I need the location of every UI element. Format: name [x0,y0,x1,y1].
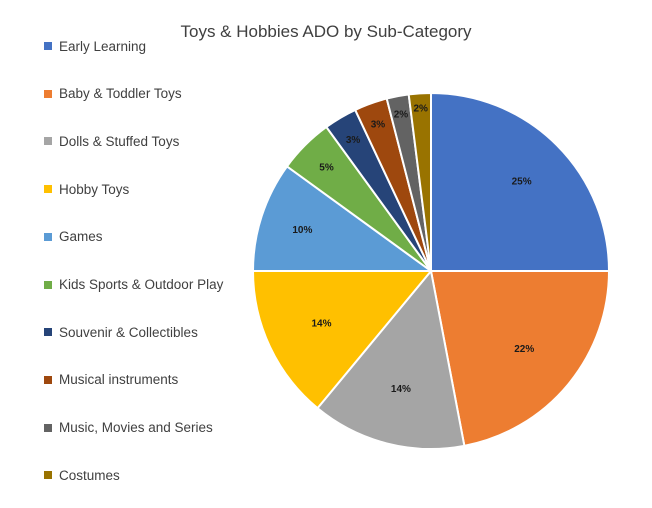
legend-item: Costumes [44,467,120,483]
legend-label: Costumes [59,467,120,483]
legend-item: Kids Sports & Outdoor Play [44,277,223,293]
legend-item: Musical instruments [44,372,178,388]
slice-data-label: 10% [292,225,312,236]
slice-data-label: 5% [319,163,334,174]
legend-label: Souvenir & Collectibles [59,324,198,340]
legend-item: Early Learning [44,38,146,54]
legend-item: Hobby Toys [44,181,129,197]
legend-label: Early Learning [59,38,147,54]
pie-slice [251,270,434,410]
legend-label: Baby & Toddler Toys [59,86,182,102]
slice-data-label: 2% [413,104,428,115]
slice-data-label: 3% [346,135,361,146]
pie-slice [429,270,611,448]
legend-swatch [44,471,52,480]
legend-label: Kids Sports & Outdoor Play [59,277,224,292]
legend-swatch [44,232,52,241]
legend-label: Musical instruments [59,372,179,388]
legend-label: Games [59,229,103,245]
slice-data-label: 2% [394,110,409,121]
legend-swatch [44,280,52,289]
legend-item: Souvenir & Collectibles [44,324,198,340]
legend-item: Music, Movies and Series [44,420,213,436]
legend-swatch [44,137,52,146]
slice-data-label: 25% [512,176,532,187]
pie-slice [430,91,611,272]
legend-label: Dolls & Stuffed Toys [59,133,180,149]
legend-swatch [44,423,52,432]
pie-slice [407,91,432,272]
legend-item: Baby & Toddler Toys [44,86,182,102]
legend-label: Music, Movies and Series [59,420,213,436]
pie-slice [251,164,435,272]
legend-label: Hobby Toys [59,181,130,197]
pie-slice [316,268,466,450]
slice-data-label: 3% [371,120,386,131]
legend-item: Games [44,229,103,245]
slice-data-label: 14% [391,384,411,395]
slice-data-label: 22% [514,344,534,355]
chart-title: Toys & Hobbies ADO by Sub-Category [180,22,472,41]
legend-swatch [44,185,52,194]
legend-item: Dolls & Stuffed Toys [44,133,179,149]
legend-swatch [44,375,52,384]
slice-data-label: 14% [311,319,331,330]
legend-swatch [44,42,52,50]
legend-swatch [44,89,52,98]
legend-swatch [44,328,52,337]
